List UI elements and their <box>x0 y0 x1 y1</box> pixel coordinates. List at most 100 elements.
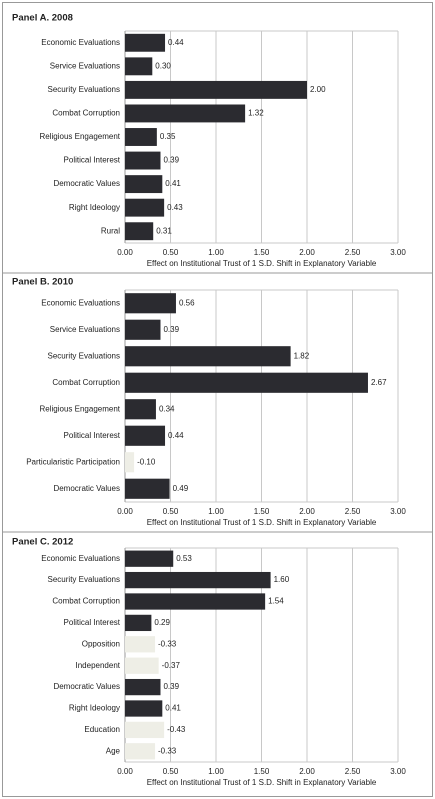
bar <box>125 571 271 589</box>
x-tick-label: 3.00 <box>390 767 406 776</box>
x-tick-label: 1.00 <box>208 507 224 516</box>
value-label: -0.10 <box>137 457 156 466</box>
x-tick-label: 3.00 <box>390 248 406 257</box>
value-label: 1.54 <box>268 597 284 606</box>
value-label: 0.49 <box>173 484 189 493</box>
bar <box>125 293 176 314</box>
bar <box>125 151 161 170</box>
value-label: 0.44 <box>168 38 184 47</box>
x-tick-label: 1.50 <box>254 248 270 257</box>
value-label: 0.39 <box>163 325 179 334</box>
value-label: -0.33 <box>158 639 177 648</box>
value-label: -0.37 <box>162 661 181 670</box>
category-label: Service Evaluations <box>50 61 120 70</box>
bar <box>125 222 154 241</box>
x-tick-label: 2.00 <box>299 767 315 776</box>
category-label: Religious Engagement <box>40 404 121 413</box>
value-label: 0.31 <box>156 226 172 235</box>
x-tick-label: 2.00 <box>299 507 315 516</box>
bar <box>125 33 166 52</box>
value-label: -0.33 <box>158 746 177 755</box>
bar <box>125 550 174 567</box>
bar <box>125 128 157 146</box>
bar <box>125 346 291 367</box>
bar <box>125 614 152 632</box>
value-label: 0.41 <box>165 704 181 713</box>
bar <box>125 372 368 393</box>
category-label: Democratic Values <box>53 484 120 493</box>
category-label: Combat Corruption <box>52 109 120 118</box>
bar <box>125 636 156 653</box>
category-label: Security Evaluations <box>48 575 120 584</box>
value-label: 0.56 <box>179 298 195 307</box>
x-tick-label: 0.00 <box>117 507 133 516</box>
bar <box>125 593 266 610</box>
bar <box>125 700 163 717</box>
category-label: Independent <box>76 661 121 670</box>
bar <box>125 678 161 696</box>
x-tick-label: 0.50 <box>163 767 179 776</box>
category-label: Right Ideology <box>69 203 120 212</box>
value-label: 0.39 <box>163 682 179 691</box>
value-label: 0.35 <box>160 132 176 141</box>
category-label: Combat Corruption <box>52 597 120 606</box>
x-tick-label: 1.50 <box>254 507 270 516</box>
bar <box>125 452 135 473</box>
bar <box>125 80 307 99</box>
x-tick-label: 0.50 <box>163 248 179 257</box>
category-label: Service Evaluations <box>50 325 120 334</box>
value-label: 2.67 <box>371 378 387 387</box>
bar <box>125 657 159 674</box>
value-label: 0.53 <box>176 554 192 563</box>
value-label: 0.43 <box>167 203 183 212</box>
category-label: Age <box>106 746 121 755</box>
category-label: Particularistic Participation <box>26 457 120 466</box>
bar <box>125 478 170 499</box>
category-label: Economic Evaluations <box>41 38 120 47</box>
value-label: 0.29 <box>154 618 170 627</box>
x-axis-label: Effect on Institutional Trust of 1 S.D. … <box>147 518 377 527</box>
value-label: 0.44 <box>168 431 184 440</box>
x-tick-label: 1.00 <box>208 248 224 257</box>
x-tick-label: 2.50 <box>345 248 361 257</box>
x-tick-label: 1.50 <box>254 767 270 776</box>
value-label: 2.00 <box>310 85 326 94</box>
panel-title: Panel A. 2008 <box>12 13 73 24</box>
x-tick-label: 0.00 <box>117 767 133 776</box>
value-label: -0.43 <box>167 725 186 734</box>
x-tick-label: 3.00 <box>390 507 406 516</box>
x-tick-label: 0.00 <box>117 248 133 257</box>
x-tick-label: 2.50 <box>345 507 361 516</box>
panel-title: Panel B. 2010 <box>12 277 73 288</box>
bar <box>125 57 153 76</box>
category-label: Combat Corruption <box>52 378 120 387</box>
category-label: Education <box>84 725 120 734</box>
x-tick-label: 1.00 <box>208 767 224 776</box>
category-label: Political Interest <box>64 156 121 165</box>
value-label: 0.30 <box>155 61 171 70</box>
bar <box>125 743 156 760</box>
category-label: Security Evaluations <box>48 351 120 360</box>
category-label: Rural <box>101 226 120 235</box>
x-axis-label: Effect on Institutional Trust of 1 S.D. … <box>147 778 377 787</box>
value-label: 0.34 <box>159 404 175 413</box>
value-label: 1.60 <box>274 575 290 584</box>
value-label: 1.32 <box>248 109 264 118</box>
category-label: Opposition <box>82 639 120 648</box>
category-label: Political Interest <box>64 618 121 627</box>
category-label: Religious Engagement <box>40 132 121 141</box>
x-tick-label: 2.00 <box>299 248 315 257</box>
category-label: Economic Evaluations <box>41 554 120 563</box>
panel-title: Panel C. 2012 <box>12 537 73 548</box>
value-label: 0.41 <box>165 179 181 188</box>
bar <box>125 198 165 217</box>
x-axis-label: Effect on Institutional Trust of 1 S.D. … <box>147 259 377 268</box>
category-label: Security Evaluations <box>48 85 120 94</box>
category-label: Democratic Values <box>53 682 120 691</box>
value-label: 1.82 <box>294 351 310 360</box>
bar <box>125 319 161 340</box>
x-tick-label: 2.50 <box>345 767 361 776</box>
bar <box>125 425 166 446</box>
